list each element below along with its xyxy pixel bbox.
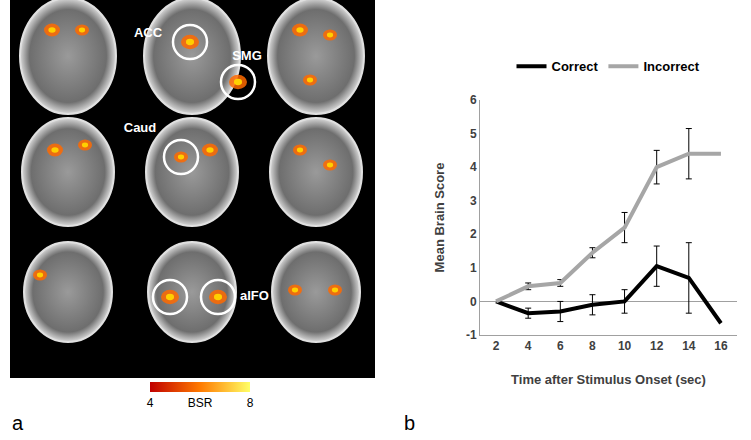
html-text:a: a (12, 412, 24, 434)
svg-text:4: 4 (147, 396, 154, 410)
svg-text:16: 16 (714, 339, 728, 353)
svg-text:2: 2 (493, 339, 500, 353)
svg-text:Correct: Correct (552, 59, 599, 74)
svg-text:14: 14 (682, 339, 696, 353)
svg-text:2: 2 (470, 227, 477, 241)
svg-text:SMG: SMG (232, 48, 262, 63)
svg-text:Time after Stimulus Onset (sec: Time after Stimulus Onset (sec) (511, 372, 706, 387)
svg-text:4: 4 (470, 160, 477, 174)
svg-text:4: 4 (525, 339, 532, 353)
html-text:b: b (404, 412, 416, 434)
svg-text:12: 12 (650, 339, 664, 353)
svg-text:8: 8 (589, 339, 596, 353)
svg-text:5: 5 (470, 127, 477, 141)
svg-text:Caud: Caud (124, 120, 157, 135)
svg-text:-1: -1 (466, 328, 477, 342)
svg-text:6: 6 (470, 93, 477, 107)
svg-text:Mean Brain Score: Mean Brain Score (432, 163, 447, 273)
svg-text:Incorrect: Incorrect (643, 59, 699, 74)
svg-text:0: 0 (470, 295, 477, 309)
svg-text:6: 6 (557, 339, 564, 353)
svg-text:ACC: ACC (134, 25, 163, 40)
svg-text:BSR: BSR (188, 396, 213, 410)
svg-text:1: 1 (470, 261, 477, 275)
svg-text:aIFO: aIFO (240, 288, 269, 303)
svg-text:10: 10 (618, 339, 632, 353)
svg-text:3: 3 (470, 194, 477, 208)
svg-text:8: 8 (247, 396, 254, 410)
